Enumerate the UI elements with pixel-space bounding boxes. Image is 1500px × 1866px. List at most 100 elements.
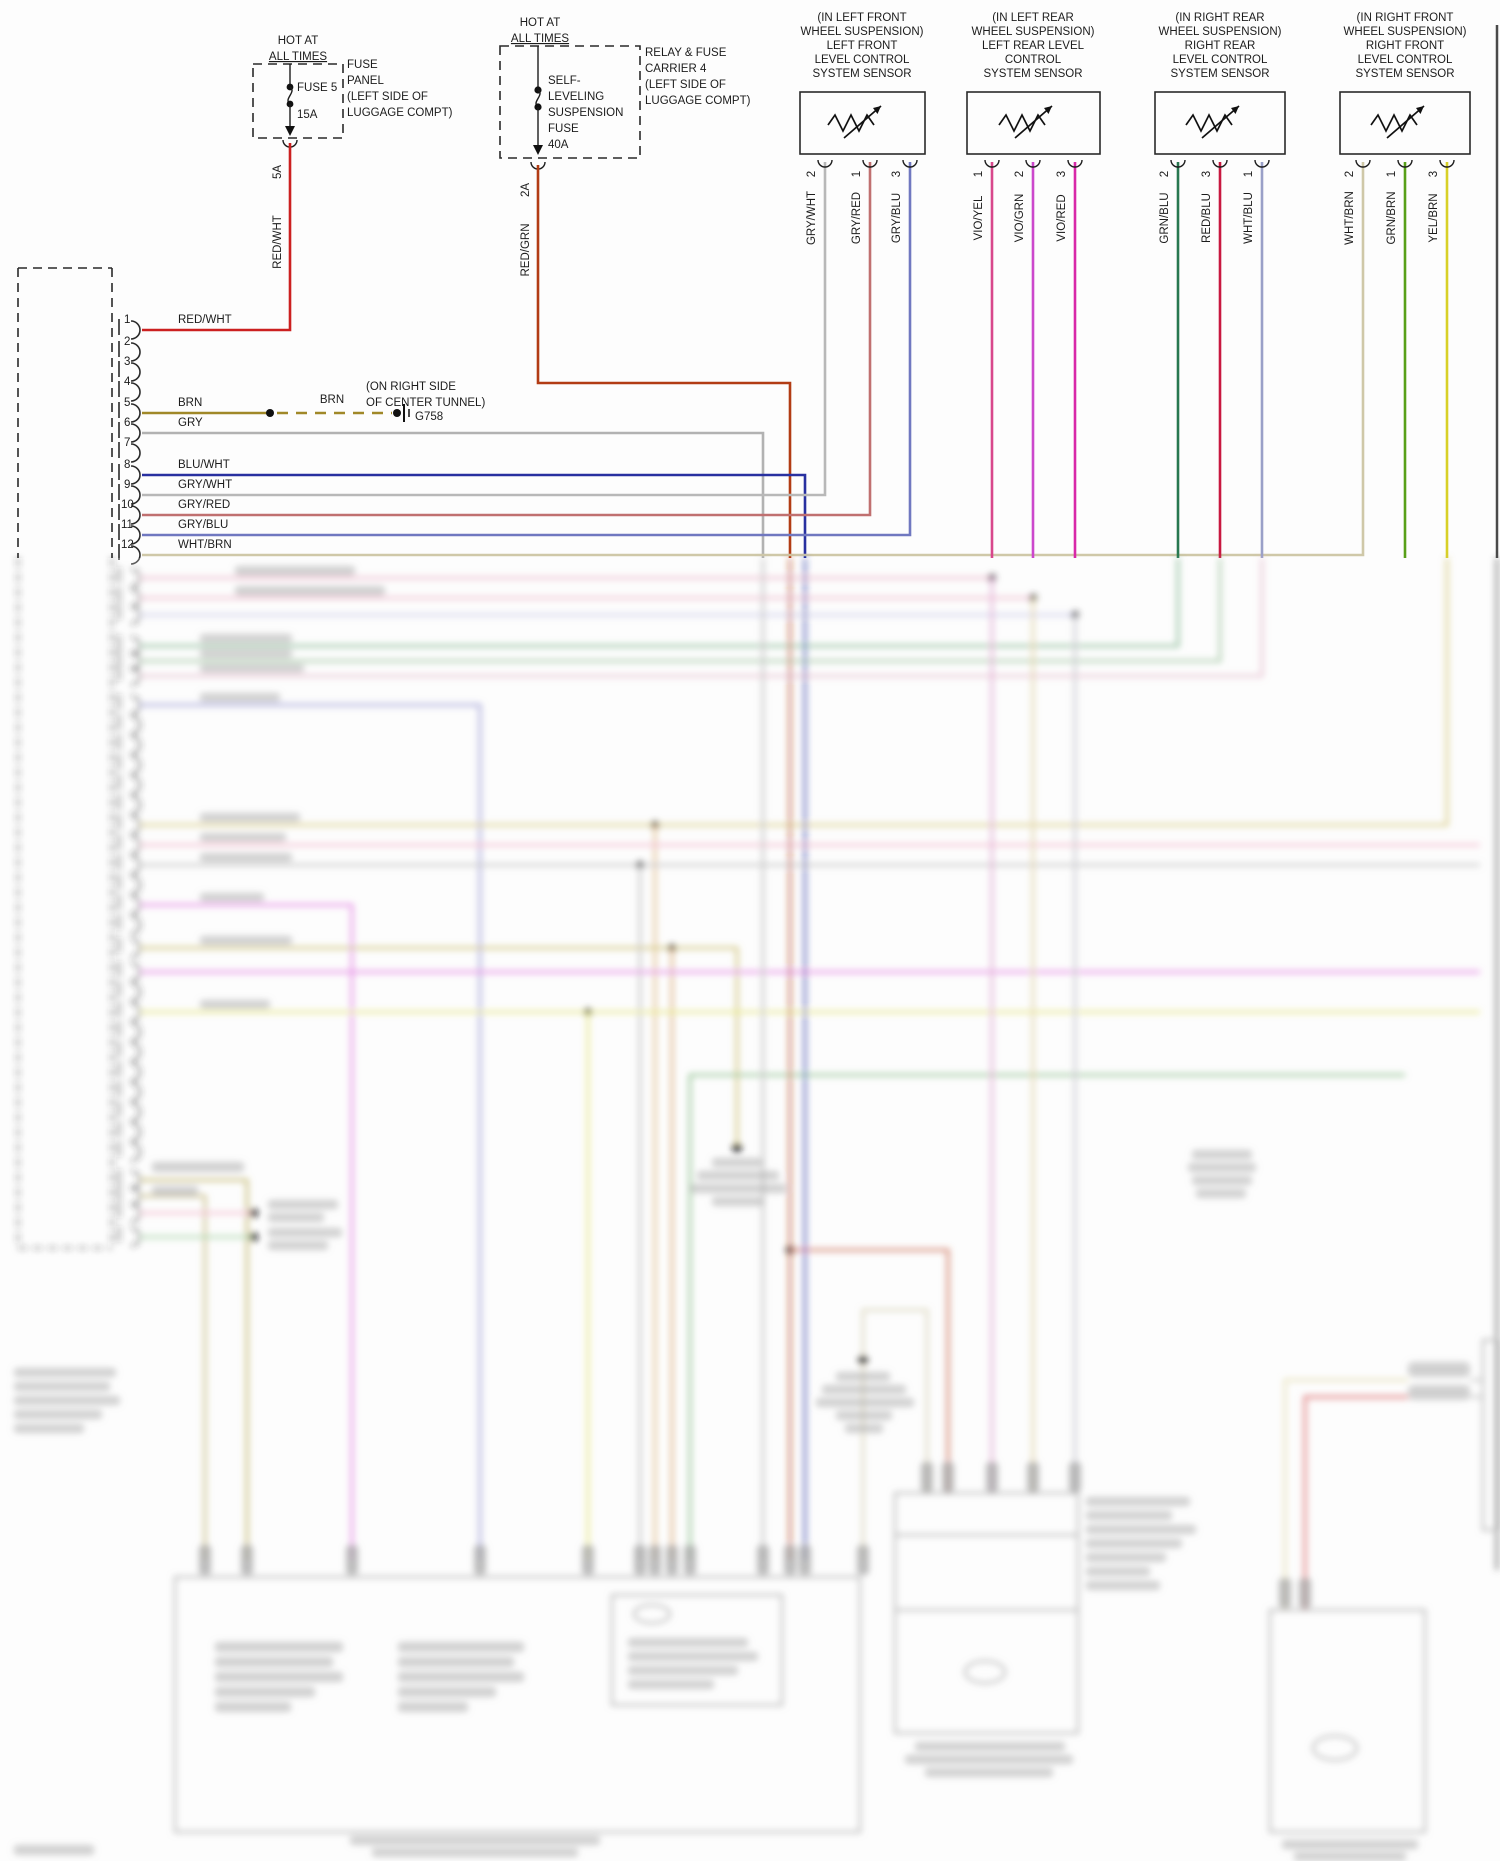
sensor2-potentiometer-icon — [998, 105, 1053, 139]
fuse2-panel-line3: (LEFT SIDE OF — [645, 79, 726, 91]
wire-red-wht — [142, 143, 292, 332]
sensor3-title-2: WHEEL SUSPENSION) — [1159, 26, 1282, 38]
ground-loc-line1: (ON RIGHT SIDE — [366, 381, 456, 393]
pin-3-number: 3 — [124, 356, 130, 368]
pin-6-number: 6 — [124, 417, 130, 429]
fuse2-label-line4: FUSE — [548, 123, 579, 135]
sensor2-pin3-wire: VIO/RED — [1056, 194, 1068, 241]
fuse1-amps: 15A — [297, 109, 318, 121]
sensor2-pin3-number: 3 — [1056, 171, 1068, 177]
wire-red-grn — [536, 165, 792, 558]
pin-4-number: 4 — [124, 376, 131, 388]
pin-10-number: 10 — [121, 499, 134, 511]
pin-1-number: 1 — [124, 314, 130, 326]
sensor2-title-5: SYSTEM SENSOR — [983, 68, 1082, 80]
ground-loc-line2: OF CENTER TUNNEL) — [366, 397, 485, 409]
pin-5-number: 5 — [124, 397, 130, 409]
sensor3-title-3: RIGHT REAR — [1185, 40, 1256, 52]
valve-block-box — [174, 1576, 861, 1833]
pin-5-wire-label: BRN — [178, 397, 202, 409]
sensor4-pin1-number: 1 — [1386, 171, 1398, 177]
sensor1-pin2-number: 2 — [806, 171, 818, 177]
wire-gry-blu — [142, 162, 912, 537]
sensor2-pin1-wire: VIO/YEL — [973, 195, 985, 240]
sensor1-title-5: SYSTEM SENSOR — [812, 68, 911, 80]
fuse1-pin-label: 5A — [272, 165, 284, 179]
compressor-module-box — [894, 1492, 1079, 1734]
fuse1-hot-line1: HOT AT — [278, 35, 318, 47]
sensor2-title-1: (IN LEFT REAR — [992, 12, 1074, 24]
fuse1-dashed-box — [252, 63, 344, 139]
sensor4-title-2: WHEEL SUSPENSION) — [1344, 26, 1467, 38]
sensor-left-rear: (IN LEFT REAR WHEEL SUSPENSION) LEFT REA… — [966, 12, 1101, 243]
fuse-panel-1: HOT AT ALL TIMES FUSE 5 15A FUSE PANEL (… — [142, 35, 453, 332]
sensor-right-front: (IN RIGHT FRONT WHEEL SUSPENSION) RIGHT … — [1339, 12, 1471, 245]
wire-wht-brn — [142, 162, 1365, 557]
sensor3-box — [1154, 91, 1286, 155]
pin-9-number: 9 — [124, 479, 130, 491]
sensor4-box — [1339, 91, 1471, 155]
pin-7-number: 7 — [124, 437, 130, 449]
fuse1-panel-line4: LUGGAGE COMPT) — [347, 107, 453, 119]
sensor1-box — [799, 91, 926, 155]
fuse1-wire-label: RED/WHT — [272, 215, 284, 269]
blurred-lower-section — [14, 558, 1500, 1861]
connector-dashed-outline — [17, 267, 113, 558]
sensor3-pin3-wire: RED/BLU — [1201, 193, 1213, 243]
pin-8-number: 8 — [124, 459, 130, 471]
fuse1-name: FUSE 5 — [297, 82, 337, 94]
sensor1-title-4: LEVEL CONTROL — [815, 54, 910, 66]
sensor1-title-3: LEFT FRONT — [827, 40, 898, 52]
sensor1-title-1: (IN LEFT FRONT — [817, 12, 906, 24]
control-module-connector: 1 2 3 4 5 6 7 8 9 10 11 12 RED/WHT BRN G… — [17, 267, 232, 565]
sensor2-title-2: WHEEL SUSPENSION) — [972, 26, 1095, 38]
sensor4-pin2-wire: WHT/BRN — [1344, 191, 1356, 245]
fuse2-hot-line2: ALL TIMES — [511, 33, 569, 45]
sensor4-pin1-wire: GRN/BRN — [1386, 191, 1398, 244]
wire-gry-red — [142, 162, 872, 517]
sensor2-pin2-number: 2 — [1014, 171, 1026, 177]
sensor4-title-4: LEVEL CONTROL — [1358, 54, 1453, 66]
fuse2-label-line2: LEVELING — [548, 91, 604, 103]
ground-g758-run: BRN (ON RIGHT SIDE OF CENTER TUNNEL) G75… — [142, 381, 485, 423]
blur-wash-overlay — [0, 558, 1500, 1861]
sensor4-pin3-wire: YEL/BRN — [1428, 193, 1440, 242]
brn-dashed-label: BRN — [320, 394, 344, 406]
sensor4-potentiometer-icon — [1370, 105, 1425, 139]
fuse2-pin-label: 2A — [520, 183, 532, 197]
sensor2-title-3: LEFT REAR LEVEL — [982, 40, 1085, 52]
fuse2-hot-line1: HOT AT — [520, 17, 560, 29]
wire-gry-wht — [142, 162, 827, 497]
sensor-left-front: (IN LEFT FRONT WHEEL SUSPENSION) LEFT FR… — [799, 12, 926, 245]
fuse2-dashed-box — [499, 45, 641, 159]
sensor1-pin3-number: 3 — [891, 171, 903, 177]
fuse2-label-line5: 40A — [548, 139, 569, 151]
sensor3-pin3-number: 3 — [1201, 171, 1213, 177]
sensor4-title-1: (IN RIGHT FRONT — [1357, 12, 1454, 24]
pin-8-wire-label: BLU/WHT — [178, 459, 230, 471]
splice-dot — [266, 409, 274, 417]
pin-6-wire-label: GRY — [178, 417, 203, 429]
sensor2-box — [966, 91, 1101, 155]
sensor3-pin2-wire: GRN/BLU — [1159, 192, 1171, 243]
ground-id: G758 — [415, 411, 443, 423]
sensor1-pin3-wire: GRY/BLU — [891, 193, 903, 243]
sensor1-potentiometer-icon — [827, 105, 882, 139]
fuse1-panel-line3: (LEFT SIDE OF — [347, 91, 428, 103]
sensor1-pin1-wire: GRY/RED — [851, 192, 863, 244]
fuse2-panel-line1: RELAY & FUSE — [645, 47, 727, 59]
pin-12-wire-label: WHT/BRN — [178, 539, 232, 551]
pin-9-wire-label: GRY/WHT — [178, 479, 232, 491]
wire-blu-wht — [142, 473, 807, 558]
sensor3-pin1-number: 1 — [1243, 171, 1255, 177]
right-component-box — [1269, 1609, 1426, 1833]
sensor2-pin2-wire: VIO/GRN — [1014, 194, 1026, 243]
pin-2-number: 2 — [124, 336, 130, 348]
sensor3-title-1: (IN RIGHT REAR — [1175, 12, 1264, 24]
sensor3-title-4: LEVEL CONTROL — [1173, 54, 1268, 66]
wire-gry — [142, 431, 765, 558]
sensor3-pin2-number: 2 — [1159, 171, 1171, 177]
fuse2-wire-label: RED/GRN — [520, 223, 532, 276]
